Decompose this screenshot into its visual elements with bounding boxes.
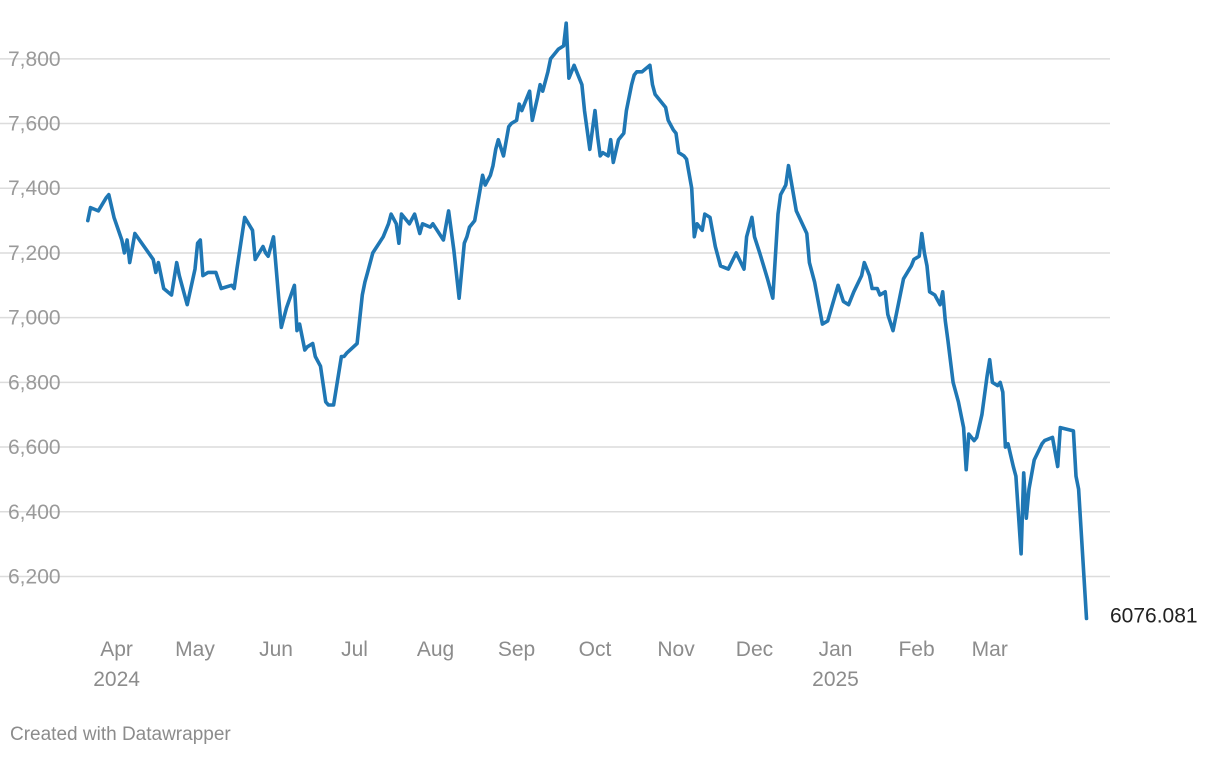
end-value-label: 6076.081 <box>1110 605 1198 628</box>
x-tick-label: Jun <box>259 638 293 661</box>
x-tick-label: Aug <box>417 638 454 661</box>
series-line <box>86 21 1089 621</box>
credit-text: Created with Datawrapper <box>10 724 231 745</box>
x-tick-label: Feb <box>898 638 934 661</box>
x-tick-label: Oct <box>579 638 612 661</box>
x-tick-label: Nov <box>657 638 695 661</box>
x-tick-year-label: 2025 <box>812 668 859 691</box>
x-tick-label: Mar <box>972 638 1008 661</box>
x-tick-label: Dec <box>736 638 773 661</box>
y-tick-label: 7,800 <box>8 48 61 71</box>
y-tick-label: 6,600 <box>8 436 61 459</box>
y-tick-label: 7,000 <box>8 307 61 330</box>
y-tick-label: 7,600 <box>8 113 61 136</box>
y-tick-label: 6,200 <box>8 565 61 588</box>
y-tick-label: 7,400 <box>8 177 61 200</box>
y-tick-label: 6,400 <box>8 501 61 524</box>
y-tick-label: 7,200 <box>8 242 61 265</box>
x-tick-label: Jan <box>819 638 853 661</box>
x-tick-label: Apr <box>100 638 133 661</box>
x-tick-label: Sep <box>498 638 535 661</box>
x-tick-year-label: 2024 <box>93 668 140 691</box>
x-tick-label: May <box>175 638 215 661</box>
x-tick-label: Jul <box>341 638 368 661</box>
y-tick-label: 6,800 <box>8 371 61 394</box>
